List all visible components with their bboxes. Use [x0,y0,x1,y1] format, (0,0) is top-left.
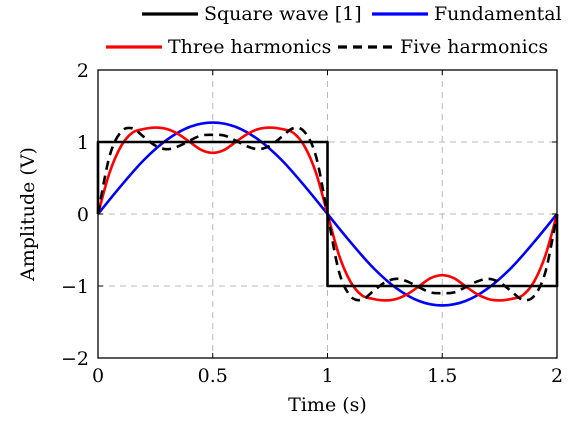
y-axis-label: Amplitude (V) [17,147,39,282]
x-tick-label: 0.5 [198,365,228,387]
x-tick-label: 2 [551,365,563,387]
legend-label-2: Fundamental [434,3,562,25]
y-tick-label: −2 [61,348,89,370]
y-tick-label: 1 [77,132,89,154]
legend-label-3: Three harmonics [168,36,331,58]
y-tick-label: −1 [61,276,89,298]
x-tick-label: 0 [92,365,104,387]
x-tick-label: 1 [321,365,333,387]
legend: Square wave [1] Fundamental Three harmonic… [106,3,562,58]
legend-label-4: Five harmonics [400,36,548,58]
x-tick-label: 1.5 [427,365,457,387]
y-tick-label: 2 [77,60,89,82]
legend-label-1: Square wave [1] [204,3,362,25]
y-tick-label: 0 [77,204,89,226]
x-axis-label: Time (s) [288,394,367,416]
axis-ticks: 0 0.5 1 1.5 2 −2 −1 0 1 2 [61,60,563,387]
